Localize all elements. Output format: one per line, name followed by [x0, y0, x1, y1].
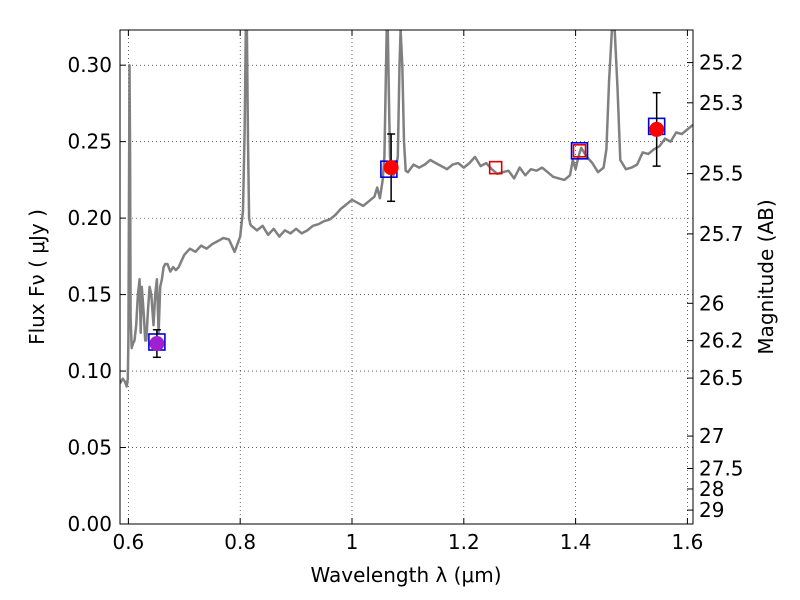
right-tick-label: 26.2 — [699, 329, 744, 353]
y-tick-label: 0.30 — [67, 53, 112, 77]
right-tick-label: 25.3 — [699, 91, 744, 115]
axis-ticks: 0.6 0.8 1 1.2 1.4 1.6 0.00 0.05 0.10 0.15 0.20 0.25… — [67, 30, 744, 554]
x-tick-label: 0.6 — [112, 530, 144, 554]
right-tick-label: 29 — [699, 498, 724, 522]
y-tick-label: 0.15 — [67, 283, 112, 307]
x-tick-label: 1.4 — [560, 530, 592, 554]
observed-flux-point — [149, 336, 165, 352]
x-tick-label: 1 — [346, 530, 359, 554]
right-tick-label: 26 — [699, 291, 724, 315]
x-tick-label: 1.6 — [672, 530, 704, 554]
observed-flux-point — [649, 121, 665, 137]
series-layer — [120, 30, 693, 388]
right-tick-label: 25.7 — [699, 222, 744, 246]
x-tick-label: 1.2 — [448, 530, 480, 554]
y-tick-label: 0.25 — [67, 130, 112, 154]
model-flux-square-blue — [570, 142, 589, 160]
y-axis-label-right: Magnitude (AB) — [754, 199, 778, 354]
right-tick-label: 26.5 — [699, 366, 744, 390]
model-flux-square-red — [572, 144, 587, 158]
x-axis-label: Wavelength λ (μm) — [310, 563, 501, 587]
model-flux-square-red — [488, 160, 503, 175]
y-tick-label: 0.10 — [67, 359, 112, 383]
y-tick-label: 0.20 — [67, 206, 112, 230]
y-tick-label: 0.00 — [67, 512, 112, 536]
right-tick-label: 25.5 — [699, 162, 744, 186]
observed-flux-point — [383, 160, 399, 176]
right-tick-label: 27.5 — [699, 456, 744, 480]
model-spectrum-line — [120, 30, 693, 388]
x-tick-label: 0.8 — [224, 530, 256, 554]
y-tick-label: 0.05 — [67, 436, 112, 460]
plot-frame — [119, 29, 694, 525]
y-axis-label: Flux Fν ( μJy ) — [25, 209, 49, 345]
right-tick-label: 27 — [699, 424, 724, 448]
right-tick-label: 28 — [699, 477, 724, 501]
right-tick-label: 25.2 — [699, 51, 744, 75]
